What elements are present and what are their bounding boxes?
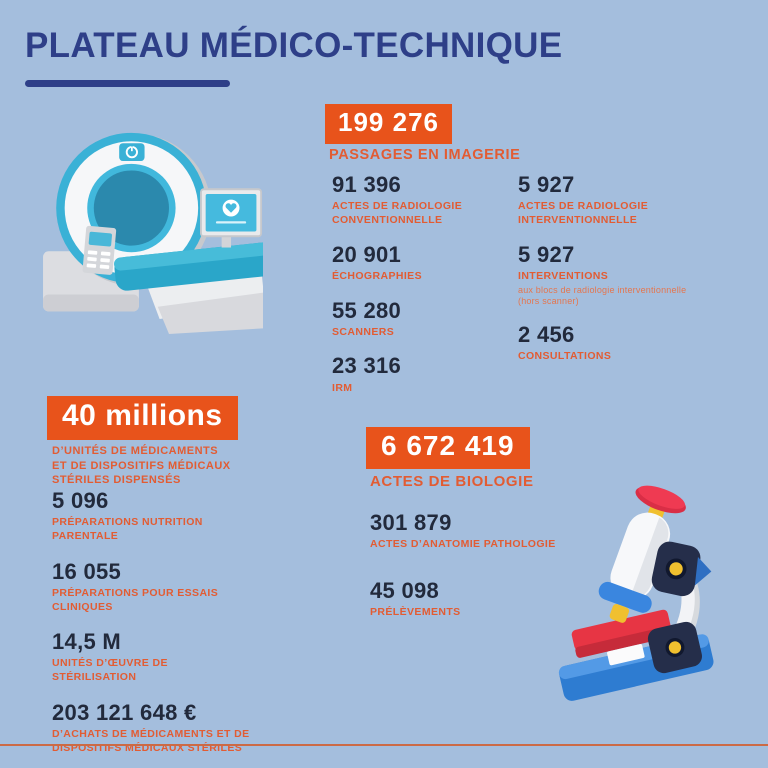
microscope-lower-joint [647, 621, 702, 674]
stat-item: 14,5 M UNITÉS D’ŒUVRE DE STÉRILISATION [52, 629, 277, 685]
stat-value: 203 121 648 € [52, 699, 197, 725]
stat-value: 55 280 [332, 297, 402, 323]
biologie-column: 301 879 ACTES D’ANATOMIE PATHOLOGIE 45 0… [370, 510, 590, 646]
pharmacie-badge-label: D’UNITÉS DE MÉDICAMENTS ET DE DISPOSITIF… [52, 445, 231, 487]
stat-value: 16 055 [52, 558, 122, 584]
stat-value: 2 456 [518, 321, 575, 347]
stat-item: 16 055 PRÉPARATIONS POUR ESSAIS CLINIQUE… [52, 559, 277, 615]
stat-item: 45 098 PRÉLÈVEMENTS [370, 578, 590, 620]
stat-sublabel: aux blocs de radiologie interventionnell… [518, 284, 687, 307]
microscope-icon [558, 485, 714, 701]
bottom-divider [0, 744, 768, 746]
mri-bed [114, 242, 263, 335]
pharmacie-column: 5 096 PRÉPARATIONS NUTRITION PARENTALE 1… [52, 488, 277, 768]
stat-item: 55 280 SCANNERS [332, 298, 507, 340]
biologie-badge: 6 672 419 [366, 427, 530, 469]
stat-item: 23 316 IRM [332, 353, 507, 395]
stat-label: ACTES D’ANATOMIE PATHOLOGIE [370, 538, 556, 551]
stat-value: 5 927 [518, 172, 575, 197]
stat-label: SCANNERS [332, 325, 395, 338]
stat-item: 203 121 648 € D’ACHATS DE MÉDICAMENTS ET… [52, 700, 277, 756]
stat-item: 301 879 ACTES D’ANATOMIE PATHOLOGIE [370, 510, 590, 552]
imagerie-column-1: 91 396 ACTES DE RADIOLOGIE CONVENTIONNEL… [332, 172, 507, 409]
stat-item: 20 901 ÉCHOGRAPHIES [332, 242, 507, 284]
stat-value: 45 098 [370, 577, 440, 603]
microscope-stage [571, 609, 673, 666]
stat-value: 5 096 [52, 488, 109, 513]
biologie-badge-label: ACTES DE BIOLOGIE [370, 473, 534, 490]
stat-label: PRÉPARATIONS NUTRITION PARENTALE [52, 516, 203, 542]
imagerie-badge: 199 276 [325, 104, 452, 144]
stat-item: 5 927 ACTES DE RADIOLOGIE INTERVENTIONNE… [518, 172, 708, 228]
stat-value: 301 879 [370, 510, 452, 535]
stat-label: ÉCHOGRAPHIES [332, 269, 422, 282]
mri-power-badge [119, 143, 145, 162]
imagerie-column-2: 5 927 ACTES DE RADIOLOGIE INTERVENTIONNE… [518, 172, 708, 378]
stat-item: 2 456 CONSULTATIONS [518, 322, 708, 364]
stat-value: 14,5 M [52, 629, 122, 655]
stat-item: 5 927 INTERVENTIONS aux blocs de radiolo… [518, 242, 708, 308]
stat-label: CONSULTATIONS [518, 350, 612, 363]
stat-label: PRÉLÈVEMENTS [370, 606, 461, 619]
microscope-upper-joint [651, 541, 712, 597]
stat-item: 5 096 PRÉPARATIONS NUTRITION PARENTALE [52, 488, 277, 544]
mri-control-panel [82, 225, 117, 275]
page-title: PLATEAU MÉDICO-TECHNIQUE [25, 26, 563, 65]
stat-label: INTERVENTIONS [518, 269, 609, 282]
stat-label: PRÉPARATIONS POUR ESSAIS CLINIQUES [52, 586, 219, 613]
stat-value: 5 927 [518, 241, 575, 267]
imagerie-badge-label: PASSAGES EN IMAGERIE [329, 147, 521, 163]
stat-label: D’ACHATS DE MÉDICAMENTS ET DE DISPOSITIF… [52, 728, 250, 754]
stat-label: ACTES DE RADIOLOGIE INTERVENTIONNELLE [518, 200, 649, 226]
stat-label: UNITÉS D’ŒUVRE DE STÉRILISATION [52, 657, 168, 684]
title-underline [25, 80, 230, 87]
mri-scanner-icon [43, 132, 263, 335]
stat-label: ACTES DE RADIOLOGIE CONVENTIONNELLE [332, 200, 463, 226]
mri-monitor [200, 188, 263, 248]
stat-value: 91 396 [332, 172, 402, 197]
stat-value: 20 901 [332, 241, 402, 267]
stat-item: 91 396 ACTES DE RADIOLOGIE CONVENTIONNEL… [332, 172, 507, 228]
stat-label: IRM [332, 381, 353, 394]
pharmacie-badge: 40 millions [47, 396, 238, 440]
stat-value: 23 316 [332, 353, 402, 379]
